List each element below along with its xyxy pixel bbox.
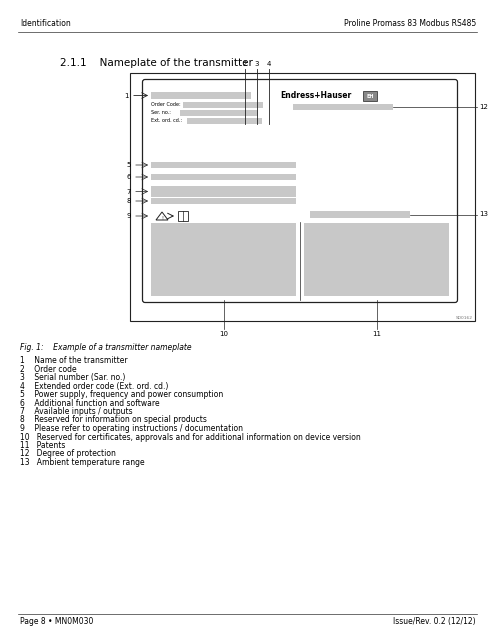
Text: 2: 2 bbox=[243, 61, 247, 67]
Text: 7: 7 bbox=[127, 189, 131, 195]
Text: Ext. ord. cd.:: Ext. ord. cd.: bbox=[151, 118, 182, 124]
Text: Endress+Hauser: Endress+Hauser bbox=[280, 91, 351, 100]
Text: 8: 8 bbox=[127, 198, 131, 204]
Bar bbox=[178, 211, 188, 221]
Text: 12: 12 bbox=[479, 104, 488, 110]
Bar bbox=[310, 211, 410, 218]
Text: Proline Promass 83 Modbus RS485: Proline Promass 83 Modbus RS485 bbox=[344, 19, 476, 28]
Text: 12   Degree of protection: 12 Degree of protection bbox=[20, 449, 116, 458]
Bar bbox=[151, 162, 296, 168]
Text: Identification: Identification bbox=[20, 19, 71, 28]
Bar bbox=[180, 110, 258, 115]
Text: Ser. no.:: Ser. no.: bbox=[151, 111, 171, 115]
Bar bbox=[187, 118, 262, 124]
Text: 9: 9 bbox=[127, 213, 131, 219]
Text: 2    Order code: 2 Order code bbox=[20, 365, 77, 374]
Text: 6: 6 bbox=[127, 174, 131, 180]
Text: 8    Reserved for information on special products: 8 Reserved for information on special pr… bbox=[20, 415, 207, 424]
Text: 5    Power supply, frequency and power consumption: 5 Power supply, frequency and power cons… bbox=[20, 390, 223, 399]
Text: 3    Serial number (Sar. no.): 3 Serial number (Sar. no.) bbox=[20, 373, 125, 382]
Text: 10: 10 bbox=[219, 331, 228, 337]
FancyBboxPatch shape bbox=[143, 79, 457, 303]
Text: 11   Patents: 11 Patents bbox=[20, 441, 65, 450]
Text: 1: 1 bbox=[125, 93, 129, 99]
Text: 2.1.1    Nameplate of the transmitter: 2.1.1 Nameplate of the transmitter bbox=[60, 58, 253, 68]
Bar bbox=[304, 223, 449, 296]
Text: 4    Extended order code (Ext. ord. cd.): 4 Extended order code (Ext. ord. cd.) bbox=[20, 381, 168, 390]
Text: SD0162: SD0162 bbox=[456, 316, 473, 320]
Text: 11: 11 bbox=[372, 331, 381, 337]
Bar bbox=[151, 186, 296, 197]
Text: 7    Available inputs / outputs: 7 Available inputs / outputs bbox=[20, 407, 133, 416]
Text: Issue/Rev. 0.2 (12/12): Issue/Rev. 0.2 (12/12) bbox=[394, 617, 476, 626]
Text: 5: 5 bbox=[127, 162, 131, 168]
Text: 13: 13 bbox=[479, 211, 488, 218]
Text: 9    Please refer to operating instructions / documentation: 9 Please refer to operating instructions… bbox=[20, 424, 243, 433]
Text: EH: EH bbox=[366, 93, 374, 99]
Text: Page 8 • MN0M030: Page 8 • MN0M030 bbox=[20, 617, 94, 626]
Bar bbox=[363, 91, 377, 101]
Bar bbox=[130, 73, 475, 321]
Bar bbox=[151, 92, 251, 99]
Text: Fig. 1:    Example of a transmitter nameplate: Fig. 1: Example of a transmitter namepla… bbox=[20, 343, 192, 352]
Text: !: ! bbox=[161, 216, 163, 221]
Bar bbox=[151, 198, 296, 204]
Bar bbox=[151, 174, 296, 180]
Text: 6    Additional function and software: 6 Additional function and software bbox=[20, 399, 159, 408]
Bar bbox=[293, 104, 393, 109]
Text: 10   Reserved for certificates, approvals and for additional information on devi: 10 Reserved for certificates, approvals … bbox=[20, 433, 361, 442]
Text: 3: 3 bbox=[255, 61, 259, 67]
Text: Order Code:: Order Code: bbox=[151, 102, 181, 108]
Text: 13   Ambient temperature range: 13 Ambient temperature range bbox=[20, 458, 145, 467]
Text: 4: 4 bbox=[267, 61, 271, 67]
Bar bbox=[183, 102, 263, 108]
Text: 1    Name of the transmitter: 1 Name of the transmitter bbox=[20, 356, 128, 365]
Bar bbox=[151, 223, 296, 296]
